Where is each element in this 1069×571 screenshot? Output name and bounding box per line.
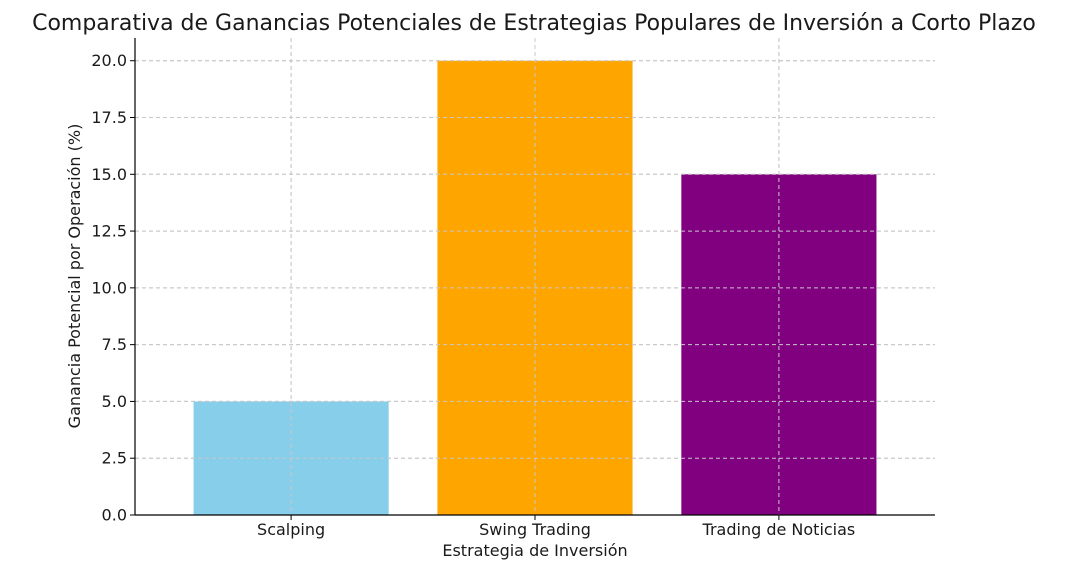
- x-axis-label: Estrategia de Inversión: [442, 541, 627, 560]
- y-tick-label: 5.0: [102, 392, 127, 411]
- y-tick-label: 20.0: [91, 51, 127, 70]
- x-ticks: Scalping Swing Trading Trading de Noticias: [257, 515, 855, 539]
- y-tick-label: 12.5: [91, 222, 127, 241]
- x-tick-label: Scalping: [257, 520, 325, 539]
- y-tick-label: 17.5: [91, 108, 127, 127]
- x-tick-label: Swing Trading: [479, 520, 591, 539]
- y-tick-label: 0.0: [102, 506, 127, 525]
- y-tick-label: 7.5: [102, 335, 127, 354]
- y-tick-label: 15.0: [91, 165, 127, 184]
- x-tick-label: Trading de Noticias: [702, 520, 856, 539]
- y-ticks: 0.0 2.5 5.0 7.5 10.0 12.5 15.0 17.5 20.0: [91, 51, 135, 525]
- y-axis-label: Ganancia Potencial por Operación (%): [65, 124, 84, 429]
- y-tick-label: 2.5: [102, 449, 127, 468]
- chart-title: Comparativa de Ganancias Potenciales de …: [32, 11, 1036, 36]
- bars: [135, 38, 935, 516]
- y-tick-label: 10.0: [91, 278, 127, 297]
